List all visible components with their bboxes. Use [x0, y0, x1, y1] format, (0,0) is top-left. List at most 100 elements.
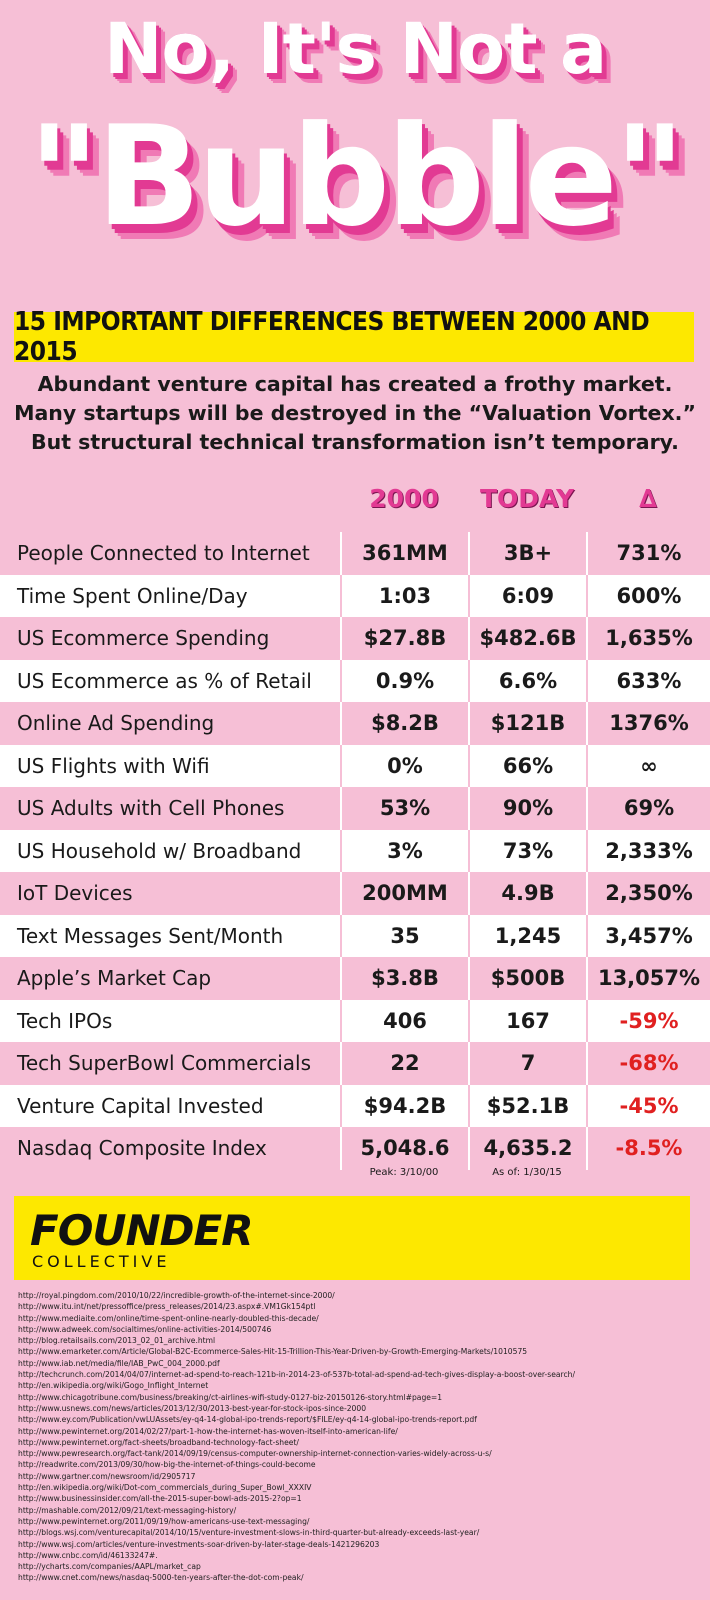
value-2000: 5,048.6 — [340, 1127, 468, 1170]
subtitle-banner: 15 IMPORTANT DIFFERENCES BETWEEN 2000 AN… — [14, 307, 694, 367]
value-today: 6.6% — [468, 659, 586, 702]
row-label: Online Ad Spending — [17, 711, 215, 736]
value-2000: 35 — [340, 914, 468, 957]
row-label: US Ecommerce Spending — [17, 626, 270, 651]
source-link[interactable]: http://ycharts.com/companies/AAPL/market… — [18, 1562, 201, 1572]
source-link[interactable]: http://www.usnews.com/news/articles/2013… — [18, 1403, 367, 1413]
row-label: US Household w/ Broadband — [17, 838, 302, 863]
value-2000: 3% — [340, 829, 468, 872]
sources-list: http://royal.pingdom.com/2010/10/22/incr… — [18, 1290, 698, 1584]
value-delta: 2,333% — [586, 829, 710, 872]
value-delta: 69% — [586, 787, 710, 830]
value-today: $482.6B — [468, 617, 586, 660]
table-row: US Ecommerce as % of Retail 0.9% 6.6% 633% — [0, 659, 710, 702]
source-link[interactable]: http://www.adweek.com/socialtimes/online… — [18, 1324, 272, 1334]
table-row: US Ecommerce Spending $27.8B $482.6B 1,635% — [0, 617, 710, 660]
source-link[interactable]: http://www.pewinternet.org/2011/09/19/ho… — [18, 1516, 310, 1526]
logo-name: FOUNDER — [30, 1206, 254, 1255]
row-label: US Flights with Wifi — [17, 753, 210, 778]
value-2000: 1:03 — [340, 574, 468, 617]
row-label: Apple’s Market Cap — [17, 966, 212, 991]
value-today: 6:09 — [468, 574, 586, 617]
table-row: Online Ad Spending $8.2B $121B 1376% — [0, 702, 710, 745]
as-of-note: As of: 1/30/15 — [492, 1167, 562, 1178]
title-line-1: No, It's Not a — [103, 8, 607, 90]
source-link[interactable]: http://techcrunch.com/2014/04/07/interne… — [18, 1370, 576, 1380]
value-today: $500B — [468, 957, 586, 1000]
column-header-2000: 2000 — [369, 484, 439, 513]
column-header-today: TODAY — [479, 484, 575, 513]
value-today: 1,245 — [468, 914, 586, 957]
value-today: $121B — [468, 702, 586, 745]
comparison-table: People Connected to Internet 361MM 3B+ 731%… — [0, 532, 710, 1170]
value-today: 4,635.2 — [468, 1127, 586, 1170]
row-label: Tech SuperBowl Commercials — [17, 1051, 312, 1076]
row-label: Tech IPOs — [17, 1008, 113, 1033]
table-row: US Flights with Wifi 0% 66% ∞ — [0, 744, 710, 787]
source-link[interactable]: http://www.itu.int/net/pressoffice/press… — [18, 1302, 316, 1312]
source-link[interactable]: http://readwrite.com/2013/09/30/how-big-… — [18, 1460, 316, 1470]
row-label: US Ecommerce as % of Retail — [17, 668, 312, 693]
source-link[interactable]: http://www.emarketer.com/Article/Global-… — [18, 1347, 528, 1357]
value-today: 3B+ — [468, 532, 586, 575]
source-link[interactable]: http://mashable.com/2012/09/21/text-mess… — [18, 1505, 237, 1515]
intro-text: Abundant venture capital has created a f… — [0, 370, 710, 457]
intro-line: But structural technical transformation … — [31, 430, 679, 454]
source-link[interactable]: http://www.pewinternet.org/2014/02/27/pa… — [18, 1426, 398, 1436]
table-row: US Adults with Cell Phones 53% 90% 69% — [0, 787, 710, 830]
source-link[interactable]: http://www.cnbc.com/id/46133247#. — [18, 1550, 158, 1560]
source-link[interactable]: http://www.cnet.com/news/nasdaq-5000-ten… — [18, 1573, 304, 1583]
source-link[interactable]: http://www.pewinternet.org/fact-sheets/b… — [18, 1437, 299, 1447]
logo-subtitle: COLLECTIVE — [32, 1252, 171, 1271]
table-row: US Household w/ Broadband 3% 73% 2,333% — [0, 829, 710, 872]
table-row: Tech SuperBowl Commercials 22 7 -68% — [0, 1042, 710, 1085]
table-row: Nasdaq Composite Index 5,048.6 4,635.2 -8.5… — [0, 1127, 710, 1170]
source-link[interactable]: http://www.wsj.com/articles/venture-inve… — [18, 1539, 380, 1549]
value-delta: 13,057% — [586, 957, 710, 1000]
table-row: Text Messages Sent/Month 35 1,245 3,457% — [0, 914, 710, 957]
source-link[interactable]: http://www.businessinsider.com/all-the-2… — [18, 1494, 302, 1504]
value-2000: 0% — [340, 744, 468, 787]
row-label: People Connected to Internet — [17, 541, 310, 566]
value-delta: 1376% — [586, 702, 710, 745]
value-delta: 3,457% — [586, 914, 710, 957]
value-today: 73% — [468, 829, 586, 872]
title-line-2: "Bubble" — [28, 96, 686, 257]
source-link[interactable]: http://www.ey.com/Publication/vwLUAssets… — [18, 1415, 477, 1425]
source-link[interactable]: http://www.pewresearch.org/fact-tank/201… — [18, 1449, 492, 1459]
value-today: $52.1B — [468, 1084, 586, 1127]
value-2000: 361MM — [340, 532, 468, 575]
source-link[interactable]: http://en.wikipedia.org/wiki/Dot-com_com… — [18, 1483, 312, 1493]
row-label: Nasdaq Composite Index — [17, 1136, 267, 1161]
column-header-delta: ∆ — [639, 484, 657, 513]
source-link[interactable]: http://en.wikipedia.org/wiki/Gogo_Inflig… — [18, 1381, 209, 1391]
source-link[interactable]: http://www.mediaite.com/online/time-spen… — [18, 1313, 319, 1323]
source-link[interactable]: http://blog.retailsails.com/2013_02_01_a… — [18, 1336, 216, 1346]
banner-text: 15 IMPORTANT DIFFERENCES BETWEEN 2000 AN… — [14, 307, 650, 367]
row-label: Text Messages Sent/Month — [17, 923, 284, 948]
value-delta: 1,635% — [586, 617, 710, 660]
intro-line: Many startups will be destroyed in the “… — [14, 401, 696, 425]
value-2000: $27.8B — [340, 617, 468, 660]
value-2000: 22 — [340, 1042, 468, 1085]
value-2000: 0.9% — [340, 659, 468, 702]
value-today: 90% — [468, 787, 586, 830]
value-2000: $8.2B — [340, 702, 468, 745]
value-2000: $3.8B — [340, 957, 468, 1000]
row-label: IoT Devices — [17, 881, 133, 906]
value-2000: 53% — [340, 787, 468, 830]
source-link[interactable]: http://www.gartner.com/newsroom/id/29057… — [18, 1471, 196, 1481]
row-label: Venture Capital Invested — [17, 1093, 264, 1118]
value-delta: 600% — [586, 574, 710, 617]
source-link[interactable]: http://blogs.wsj.com/venturecapital/2014… — [18, 1528, 480, 1538]
row-label: US Adults with Cell Phones — [17, 796, 285, 821]
source-link[interactable]: http://www.chicagotribune.com/business/b… — [18, 1392, 443, 1402]
value-today: 66% — [468, 744, 586, 787]
value-today: 7 — [468, 1042, 586, 1085]
source-link[interactable]: http://royal.pingdom.com/2010/10/22/incr… — [18, 1291, 335, 1300]
value-today: 167 — [468, 999, 586, 1042]
value-delta: -59% — [586, 999, 710, 1042]
table-row: Tech IPOs 406 167 -59% — [0, 999, 710, 1042]
value-2000: 406 — [340, 999, 468, 1042]
source-link[interactable]: http://www.iab.net/media/file/IAB_PwC_00… — [18, 1358, 220, 1368]
